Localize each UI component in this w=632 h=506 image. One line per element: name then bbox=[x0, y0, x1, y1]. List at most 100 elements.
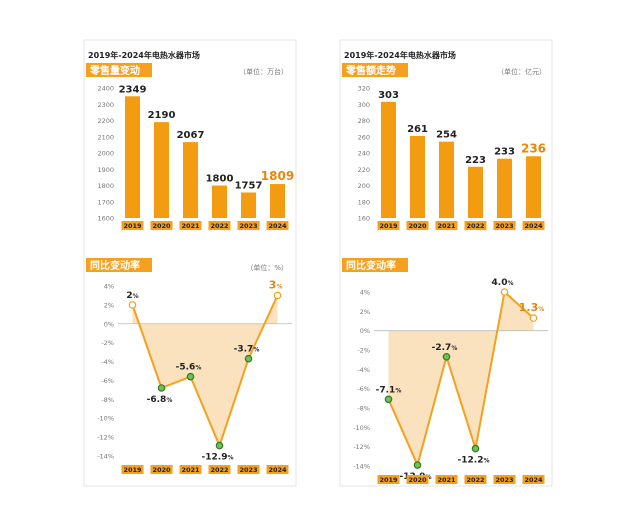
y-tick-label: -12% bbox=[97, 434, 114, 442]
x-tick-badge bbox=[179, 221, 202, 230]
y-tick-label: 2300 bbox=[97, 101, 114, 109]
bar bbox=[154, 122, 169, 218]
y-tick-label: 280 bbox=[358, 117, 370, 125]
x-tick-label: 2019 bbox=[123, 222, 142, 230]
point-value-label: -3.7% bbox=[234, 345, 260, 355]
y-tick-label: 300 bbox=[358, 101, 370, 109]
point-value-suffix: % bbox=[507, 280, 513, 287]
series-line bbox=[131, 295, 279, 449]
y-tick-label: 160 bbox=[358, 215, 370, 223]
y-tick-label: -2% bbox=[101, 339, 114, 347]
x-tick-label: 2019 bbox=[379, 222, 398, 230]
y-tick-label: 2% bbox=[360, 308, 370, 316]
y-tick-label: 1600 bbox=[97, 215, 114, 223]
y-tick-label: 1800 bbox=[97, 182, 114, 190]
data-point bbox=[413, 461, 422, 469]
bar-value-label: 1757 bbox=[235, 180, 263, 191]
x-tick-badge bbox=[493, 475, 516, 484]
bar-value-label: 254 bbox=[436, 130, 457, 141]
point-value-suffix: % bbox=[451, 345, 457, 352]
point-value-suffix: % bbox=[166, 397, 172, 404]
point-value-number: -3.7 bbox=[234, 345, 254, 355]
x-tick-label: 2019 bbox=[123, 466, 142, 474]
data-point bbox=[244, 354, 253, 363]
data-point bbox=[128, 301, 137, 309]
bar bbox=[270, 184, 285, 218]
x-tick-label: 2023 bbox=[239, 466, 257, 474]
right-value-heading: 零售额走势 bbox=[345, 64, 396, 77]
area-fill bbox=[132, 295, 278, 446]
bar bbox=[183, 142, 198, 218]
x-tick-badge bbox=[208, 221, 231, 230]
y-tick-label: -12% bbox=[353, 443, 370, 451]
volume-bar-chart: 1600 1700 1800 1900 2000 2100 2200 2300 2400 2349… bbox=[97, 84, 294, 230]
left-volume-unit: （单位：万台） bbox=[239, 67, 288, 76]
x-tick-label: 2020 bbox=[408, 476, 427, 484]
x-tick-badge bbox=[377, 221, 400, 230]
x-tick-label: 2019 bbox=[379, 476, 398, 484]
point-value-number: -7.1 bbox=[376, 385, 396, 395]
x-tick-badge bbox=[377, 475, 400, 484]
left-market-title: 2019年-2024年电热水器市场 bbox=[88, 50, 200, 60]
point-value-suffix: % bbox=[253, 347, 259, 354]
x-tick-badge bbox=[121, 221, 144, 230]
bar bbox=[241, 192, 256, 218]
left-yoy-banner bbox=[86, 258, 152, 272]
point-value-label: -5.6% bbox=[176, 363, 202, 373]
y-tick-label: 0% bbox=[360, 327, 370, 335]
y-tick-label: -14% bbox=[353, 463, 370, 471]
y-tick-label: 180 bbox=[358, 198, 370, 206]
left-yoy-unit: （单位：%） bbox=[246, 263, 288, 272]
y-tick-label: 2000 bbox=[97, 150, 114, 158]
bar-value-label: 261 bbox=[407, 124, 428, 135]
y-tick-label: 1700 bbox=[97, 198, 114, 206]
x-tick-label: 2024 bbox=[268, 222, 287, 230]
point-value-number: 2 bbox=[126, 291, 132, 301]
bar bbox=[381, 101, 396, 218]
bar bbox=[497, 158, 512, 218]
y-tick-label: -8% bbox=[357, 405, 370, 413]
x-tick-badge bbox=[266, 465, 289, 474]
point-value-number: -12.2 bbox=[458, 456, 484, 466]
point-value-suffix: % bbox=[227, 455, 233, 462]
x-tick-label: 2020 bbox=[408, 222, 427, 230]
value-bar-chart: 160 180 200 220 240 260 280 300 320 303 2019 261 202… bbox=[358, 85, 546, 230]
bar bbox=[526, 156, 541, 218]
x-tick-badge bbox=[237, 221, 260, 230]
bar-value-label: 2349 bbox=[119, 84, 147, 95]
bar-value-label: 2067 bbox=[177, 130, 205, 141]
x-tick-badge bbox=[237, 465, 260, 474]
bar bbox=[439, 141, 454, 218]
x-tick-label: 2024 bbox=[524, 222, 543, 230]
bar-value-label: 236 bbox=[521, 141, 546, 155]
y-tick-label: -10% bbox=[353, 424, 370, 432]
point-value-label: -7.1% bbox=[376, 385, 402, 395]
bar-value-label: 233 bbox=[494, 147, 515, 158]
data-point bbox=[529, 314, 538, 322]
y-tick-label: 200 bbox=[358, 182, 370, 190]
y-tick-label: -10% bbox=[97, 415, 114, 423]
value-yoy-line-chart: -14%-12%-10%-8%-6%-4%-2%0%2%4%-7.1%-13.9… bbox=[353, 278, 548, 484]
y-tick-label: 2400 bbox=[97, 85, 114, 93]
x-tick-badge bbox=[435, 475, 458, 484]
y-tick-label: 220 bbox=[358, 166, 370, 174]
x-tick-badge bbox=[464, 221, 487, 230]
y-tick-label: 240 bbox=[358, 150, 370, 158]
y-tick-label: -6% bbox=[357, 385, 370, 393]
x-tick-badge bbox=[406, 221, 429, 230]
data-point bbox=[500, 288, 509, 296]
y-tick-label: 2100 bbox=[97, 133, 114, 141]
data-point bbox=[442, 352, 451, 361]
x-tick-badge bbox=[150, 465, 173, 474]
y-tick-label: 4% bbox=[104, 283, 114, 291]
x-tick-badge bbox=[266, 221, 289, 230]
left-yoy-heading: 同比变动率 bbox=[90, 259, 140, 272]
right-market-title: 2019年-2024年电热水器市场 bbox=[344, 50, 456, 60]
point-value-label: -6.8% bbox=[147, 395, 173, 405]
volume-yoy-line-chart: -14%-12%-10%-8%-6%-4%-2%0%2%4%2%-6.8%-5.… bbox=[97, 278, 292, 474]
point-value-suffix: % bbox=[276, 283, 282, 290]
x-tick-badge bbox=[121, 465, 144, 474]
x-tick-label: 2022 bbox=[210, 466, 228, 474]
y-tick-label: -2% bbox=[357, 347, 370, 355]
bar bbox=[410, 135, 425, 218]
